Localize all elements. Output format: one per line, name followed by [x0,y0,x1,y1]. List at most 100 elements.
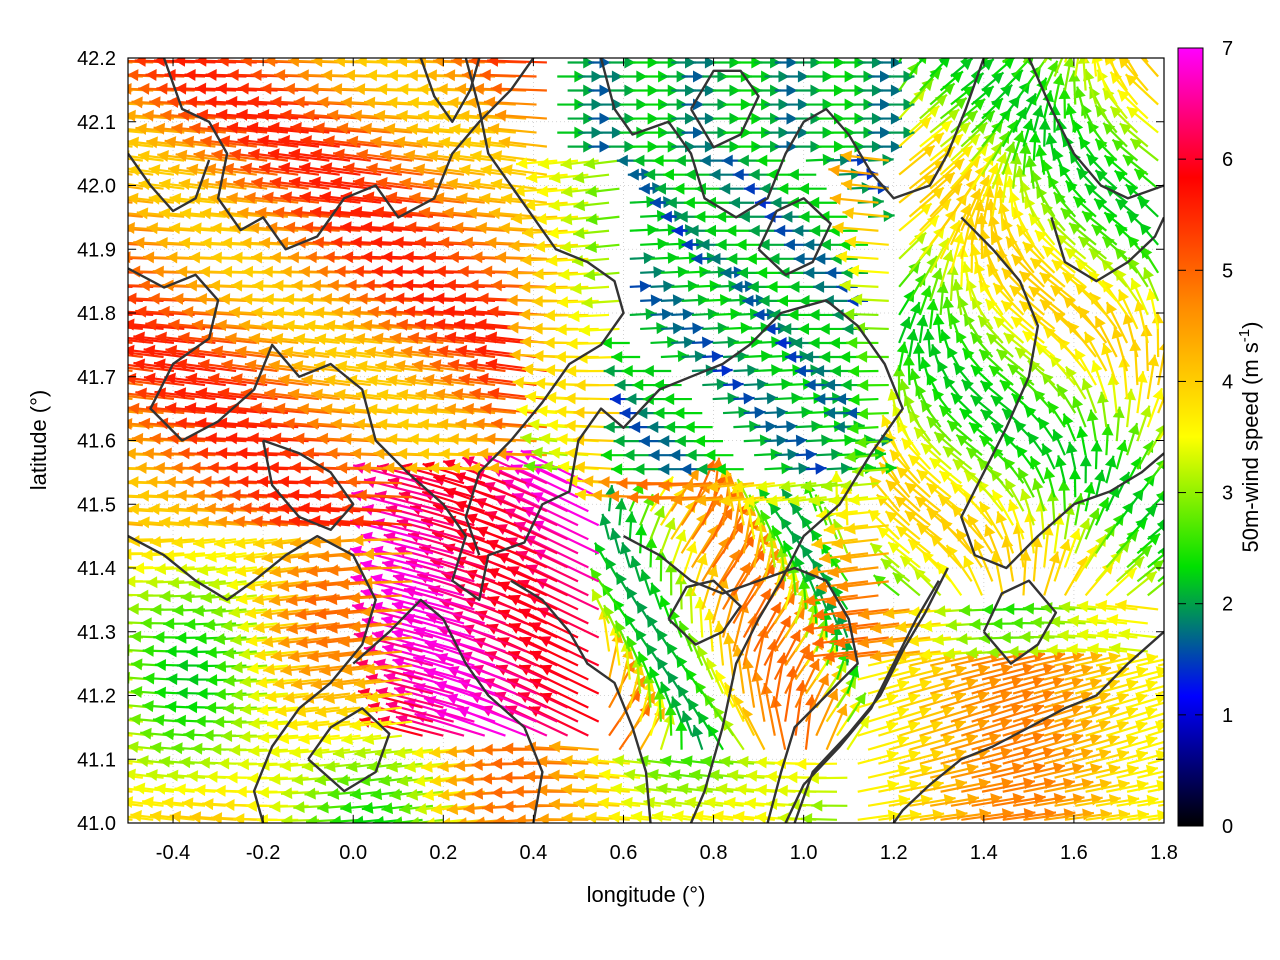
wind-arrow [908,58,927,78]
wind-arrow [128,341,133,345]
wind-arrow [887,541,921,569]
wind-arrow [138,516,185,529]
wind-arrow [306,719,351,732]
wind-arrow [1063,58,1068,63]
wind-arrow [950,762,1002,779]
wind-arrow [635,524,648,554]
wind-arrow [929,763,979,779]
wind-arrow [588,112,611,125]
y-tick-label: 41.9 [77,239,116,261]
wind-arrow [857,692,899,709]
wind-arrow [404,760,444,773]
wind-arrow [599,513,612,540]
wind-arrow [1086,614,1128,627]
wind-arrow [673,407,703,420]
wind-arrow [659,681,673,709]
wind-arrow [572,171,610,184]
wind-arrow [255,676,299,689]
wind-arrow [867,679,910,695]
wind-arrow [1124,58,1139,78]
wind-arrow [524,770,579,783]
wind-arrow [729,196,755,209]
x-tick-label: -0.4 [156,842,190,864]
wind-arrow [771,525,787,554]
wind-arrow [1057,629,1097,642]
wind-arrow [919,648,962,661]
wind-arrow [795,448,817,461]
wind-arrow [573,461,620,474]
wind-arrow [1147,816,1164,821]
wind-arrow [1075,652,1121,667]
wind-arrow [268,745,309,758]
wind-arrow [286,718,330,731]
wind-arrow [884,510,921,541]
x-tick-label: 0.0 [339,842,367,864]
wind-arrow [1104,58,1108,63]
wind-arrow [1137,712,1164,723]
wind-arrow [763,615,792,667]
wind-arrow [1012,676,1065,695]
y-tick-label: 41.6 [77,431,116,453]
wind-arrow [1048,615,1086,628]
wind-arrow [684,796,724,809]
wind-arrow [919,719,967,737]
wind-arrow [205,550,247,563]
wind-arrow [1084,58,1088,63]
wind-arrow [565,365,610,378]
wind-arrow [674,154,703,167]
wind-arrow [1133,168,1159,190]
colorbar-tick-label: 2 [1222,594,1233,616]
wind-arrow [1116,764,1159,779]
wind-arrow [694,182,724,195]
wind-arrow [800,813,838,823]
wind-arrow [1013,420,1035,442]
wind-arrow [712,810,755,823]
wind-arrow [664,704,677,736]
wind-arrow [128,481,133,485]
wind-arrow [407,816,444,823]
wind-arrow [1118,628,1159,641]
wind-arrow [1124,73,1159,106]
wind-arrow [348,620,402,633]
wind-arrow [670,696,683,723]
wind-arrow [386,760,423,773]
wind-arrow [193,536,237,549]
wind-arrow [598,98,623,111]
wind-arrow [742,504,757,554]
wind-arrow [128,768,164,781]
wind-arrow [691,724,704,751]
wind-arrow [319,733,361,746]
wind-arrow [1032,58,1052,78]
wind-arrow [211,605,247,618]
x-tick-label: 1.8 [1150,842,1178,864]
wind-arrow [1073,493,1086,526]
wind-arrow [573,768,620,781]
wind-arrow [615,572,631,596]
wind-arrow [857,379,889,392]
wind-arrow [629,280,652,293]
wind-arrow [909,733,955,751]
wind-arrow [1157,518,1164,527]
wind-arrow [774,448,799,461]
wind-arrow [585,213,620,226]
wind-arrow [1126,106,1159,134]
wind-arrow [1097,628,1138,641]
wind-arrow [583,157,620,170]
wind-arrow [621,796,661,809]
wind-arrow [759,509,776,540]
wind-arrow [363,662,413,675]
wind-arrow [950,732,1002,751]
wind-arrow [133,782,175,795]
wind-arrow [1097,391,1109,428]
wind-arrow [1033,762,1085,779]
wind-arrow [919,748,967,765]
wind-arrow [1012,703,1065,723]
wind-arrow [839,551,889,564]
wind-arrow [128,802,143,807]
wind-arrow [235,592,278,605]
wind-arrow [848,393,879,406]
wind-arrow [1023,689,1074,709]
y-tick-label: 41.8 [77,303,116,325]
wind-arrow [671,336,696,349]
wind-arrow [794,658,820,709]
